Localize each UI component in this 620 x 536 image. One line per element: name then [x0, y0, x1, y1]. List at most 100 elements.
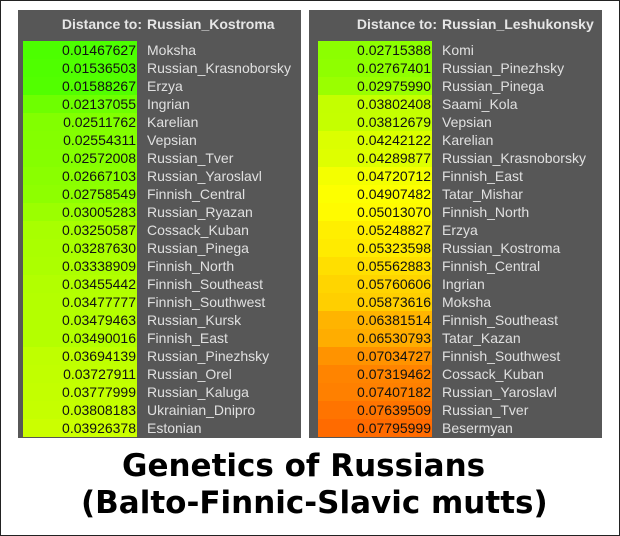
table-row: 0.03490016 Finnish_East — [23, 329, 323, 347]
table-row: 0.03808183 Ukrainian_Dnipro — [23, 401, 323, 419]
distance-value: 0.03287630 — [23, 239, 137, 257]
population-name: Finnish_Central — [147, 186, 246, 202]
table-row: 0.07795999 Besermyan — [318, 419, 618, 437]
table-row: 0.01536503 Russian_Krasnoborsky — [23, 59, 323, 77]
population-name: Finnish_East — [147, 330, 228, 346]
table-row: 0.04720712 Finnish_East — [318, 167, 618, 185]
population-name: Russian_Pinezhsky — [442, 60, 565, 76]
population-name: Russian_Yaroslavl — [442, 384, 557, 400]
population-name: Ingrian — [442, 276, 485, 292]
population-name: Russian_Pinega — [147, 240, 249, 256]
population-name: Estonian — [147, 420, 202, 436]
population-name: Tatar_Kazan — [442, 330, 521, 346]
table-row: 0.02975990 Russian_Pinega — [318, 77, 618, 95]
population-name: Russian_Kostroma — [442, 240, 561, 256]
table-row: 0.01467627 Moksha — [23, 41, 323, 59]
distance-value: 0.07319462 — [318, 365, 432, 383]
distance-value: 0.03005283 — [23, 203, 137, 221]
population-name: Russian_Yaroslavl — [147, 168, 262, 184]
distance-value: 0.05013070 — [318, 203, 432, 221]
table-row: 0.07407182 Russian_Yaroslavl — [318, 383, 618, 401]
distance-value: 0.07795999 — [318, 419, 432, 437]
table-row: 0.03250587 Cossack_Kuban — [23, 221, 323, 239]
population-name: Komi — [442, 42, 474, 58]
distance-value: 0.02554311 — [23, 131, 137, 149]
table-row: 0.05248827 Erzya — [318, 221, 618, 239]
population-name: Saami_Kola — [442, 96, 518, 112]
table-row: 0.06381514 Finnish_Southeast — [318, 311, 618, 329]
distance-value: 0.06381514 — [318, 311, 432, 329]
table-row: 0.03455442 Finnish_Southeast — [23, 275, 323, 293]
population-name: Ingrian — [147, 96, 190, 112]
population-name: Finnish_North — [442, 204, 530, 220]
population-name: Russian_Ryazan — [147, 204, 253, 220]
distance-value: 0.03808183 — [23, 401, 137, 419]
distance-panel-kostroma: Distance to: Russian_Kostroma 0.01467627… — [18, 10, 301, 438]
population-name: Russian_Pinezhsky — [147, 348, 270, 364]
table-row: 0.02715388 Komi — [318, 41, 618, 59]
table-row: 0.03812679 Vepsian — [318, 113, 618, 131]
population-name: Ukrainian_Dnipro — [147, 402, 256, 418]
distance-value: 0.07407182 — [318, 383, 432, 401]
population-name: Vepsian — [442, 114, 492, 130]
distance-value: 0.03802408 — [318, 95, 432, 113]
distance-value: 0.01536503 — [23, 59, 137, 77]
population-name: Tatar_Mishar — [442, 186, 523, 202]
target-population: Russian_Kostroma — [147, 16, 275, 32]
population-name: Karelian — [147, 114, 199, 130]
table-row: 0.02572008 Russian_Tver — [23, 149, 323, 167]
distance-value: 0.01588267 — [23, 77, 137, 95]
caption-subtitle: (Balto-Finnic-Slavic mutts) — [81, 485, 548, 521]
population-name: Russian_Krasnoborsky — [147, 60, 291, 76]
table-row: 0.03694139 Russian_Pinezhsky — [23, 347, 323, 365]
population-name: Finnish_East — [442, 168, 523, 184]
table-row: 0.07639509 Russian_Tver — [318, 401, 618, 419]
caption-title: Genetics of Russians — [122, 448, 486, 484]
table-row: 0.05562883 Finnish_Central — [318, 257, 618, 275]
table-row: 0.04907482 Tatar_Mishar — [318, 185, 618, 203]
distance-value: 0.03477777 — [23, 293, 137, 311]
population-name: Finnish_Southwest — [442, 348, 561, 364]
table-row: 0.02554311 Vepsian — [23, 131, 323, 149]
population-name: Finnish_North — [147, 258, 235, 274]
population-name: Russian_Tver — [147, 150, 234, 166]
table-row: 0.07034727 Finnish_Southwest — [318, 347, 618, 365]
population-name: Karelian — [442, 132, 494, 148]
distance-value: 0.07034727 — [318, 347, 432, 365]
table-row: 0.01588267 Erzya — [23, 77, 323, 95]
population-name: Russian_Kaluga — [147, 384, 249, 400]
distance-value: 0.01467627 — [23, 41, 137, 59]
distance-value: 0.02667103 — [23, 167, 137, 185]
population-name: Russian_Pinega — [442, 78, 544, 94]
distance-label: Distance to: — [356, 16, 437, 32]
distance-value: 0.03926378 — [23, 419, 137, 437]
distance-value: 0.02767401 — [318, 59, 432, 77]
table-row: 0.03477777 Finnish_Southwest — [23, 293, 323, 311]
population-name: Cossack_Kuban — [147, 222, 249, 238]
distance-value: 0.05248827 — [318, 221, 432, 239]
table-row: 0.03287630 Russian_Pinega — [23, 239, 323, 257]
distance-value: 0.04720712 — [318, 167, 432, 185]
table-row: 0.03727911 Russian_Orel — [23, 365, 323, 383]
table-row: 0.03802408 Saami_Kola — [318, 95, 618, 113]
distance-rows: 0.01467627 Moksha 0.01536503 Russian_Krasno… — [23, 41, 323, 437]
distance-value: 0.03812679 — [318, 113, 432, 131]
table-row: 0.03479463 Russian_Kursk — [23, 311, 323, 329]
table-row: 0.03005283 Russian_Ryazan — [23, 203, 323, 221]
population-name: Besermyan — [442, 420, 513, 436]
distance-value: 0.03250587 — [23, 221, 137, 239]
table-row: 0.02667103 Russian_Yaroslavl — [23, 167, 323, 185]
distance-panel-leshukonsky: Distance to: Russian_Leshukonsky 0.02715… — [309, 10, 602, 438]
population-name: Cossack_Kuban — [442, 366, 544, 382]
population-name: Russian_Kursk — [147, 312, 242, 328]
distance-value: 0.05562883 — [318, 257, 432, 275]
distance-value: 0.06530793 — [318, 329, 432, 347]
distance-value: 0.05323598 — [318, 239, 432, 257]
population-name: Russian_Orel — [147, 366, 232, 382]
distance-value: 0.03479463 — [23, 311, 137, 329]
population-name: Russian_Krasnoborsky — [442, 150, 586, 166]
panel-header: Distance to: Russian_Leshukonsky — [309, 16, 602, 36]
table-row: 0.06530793 Tatar_Kazan — [318, 329, 618, 347]
population-name: Erzya — [147, 78, 183, 94]
